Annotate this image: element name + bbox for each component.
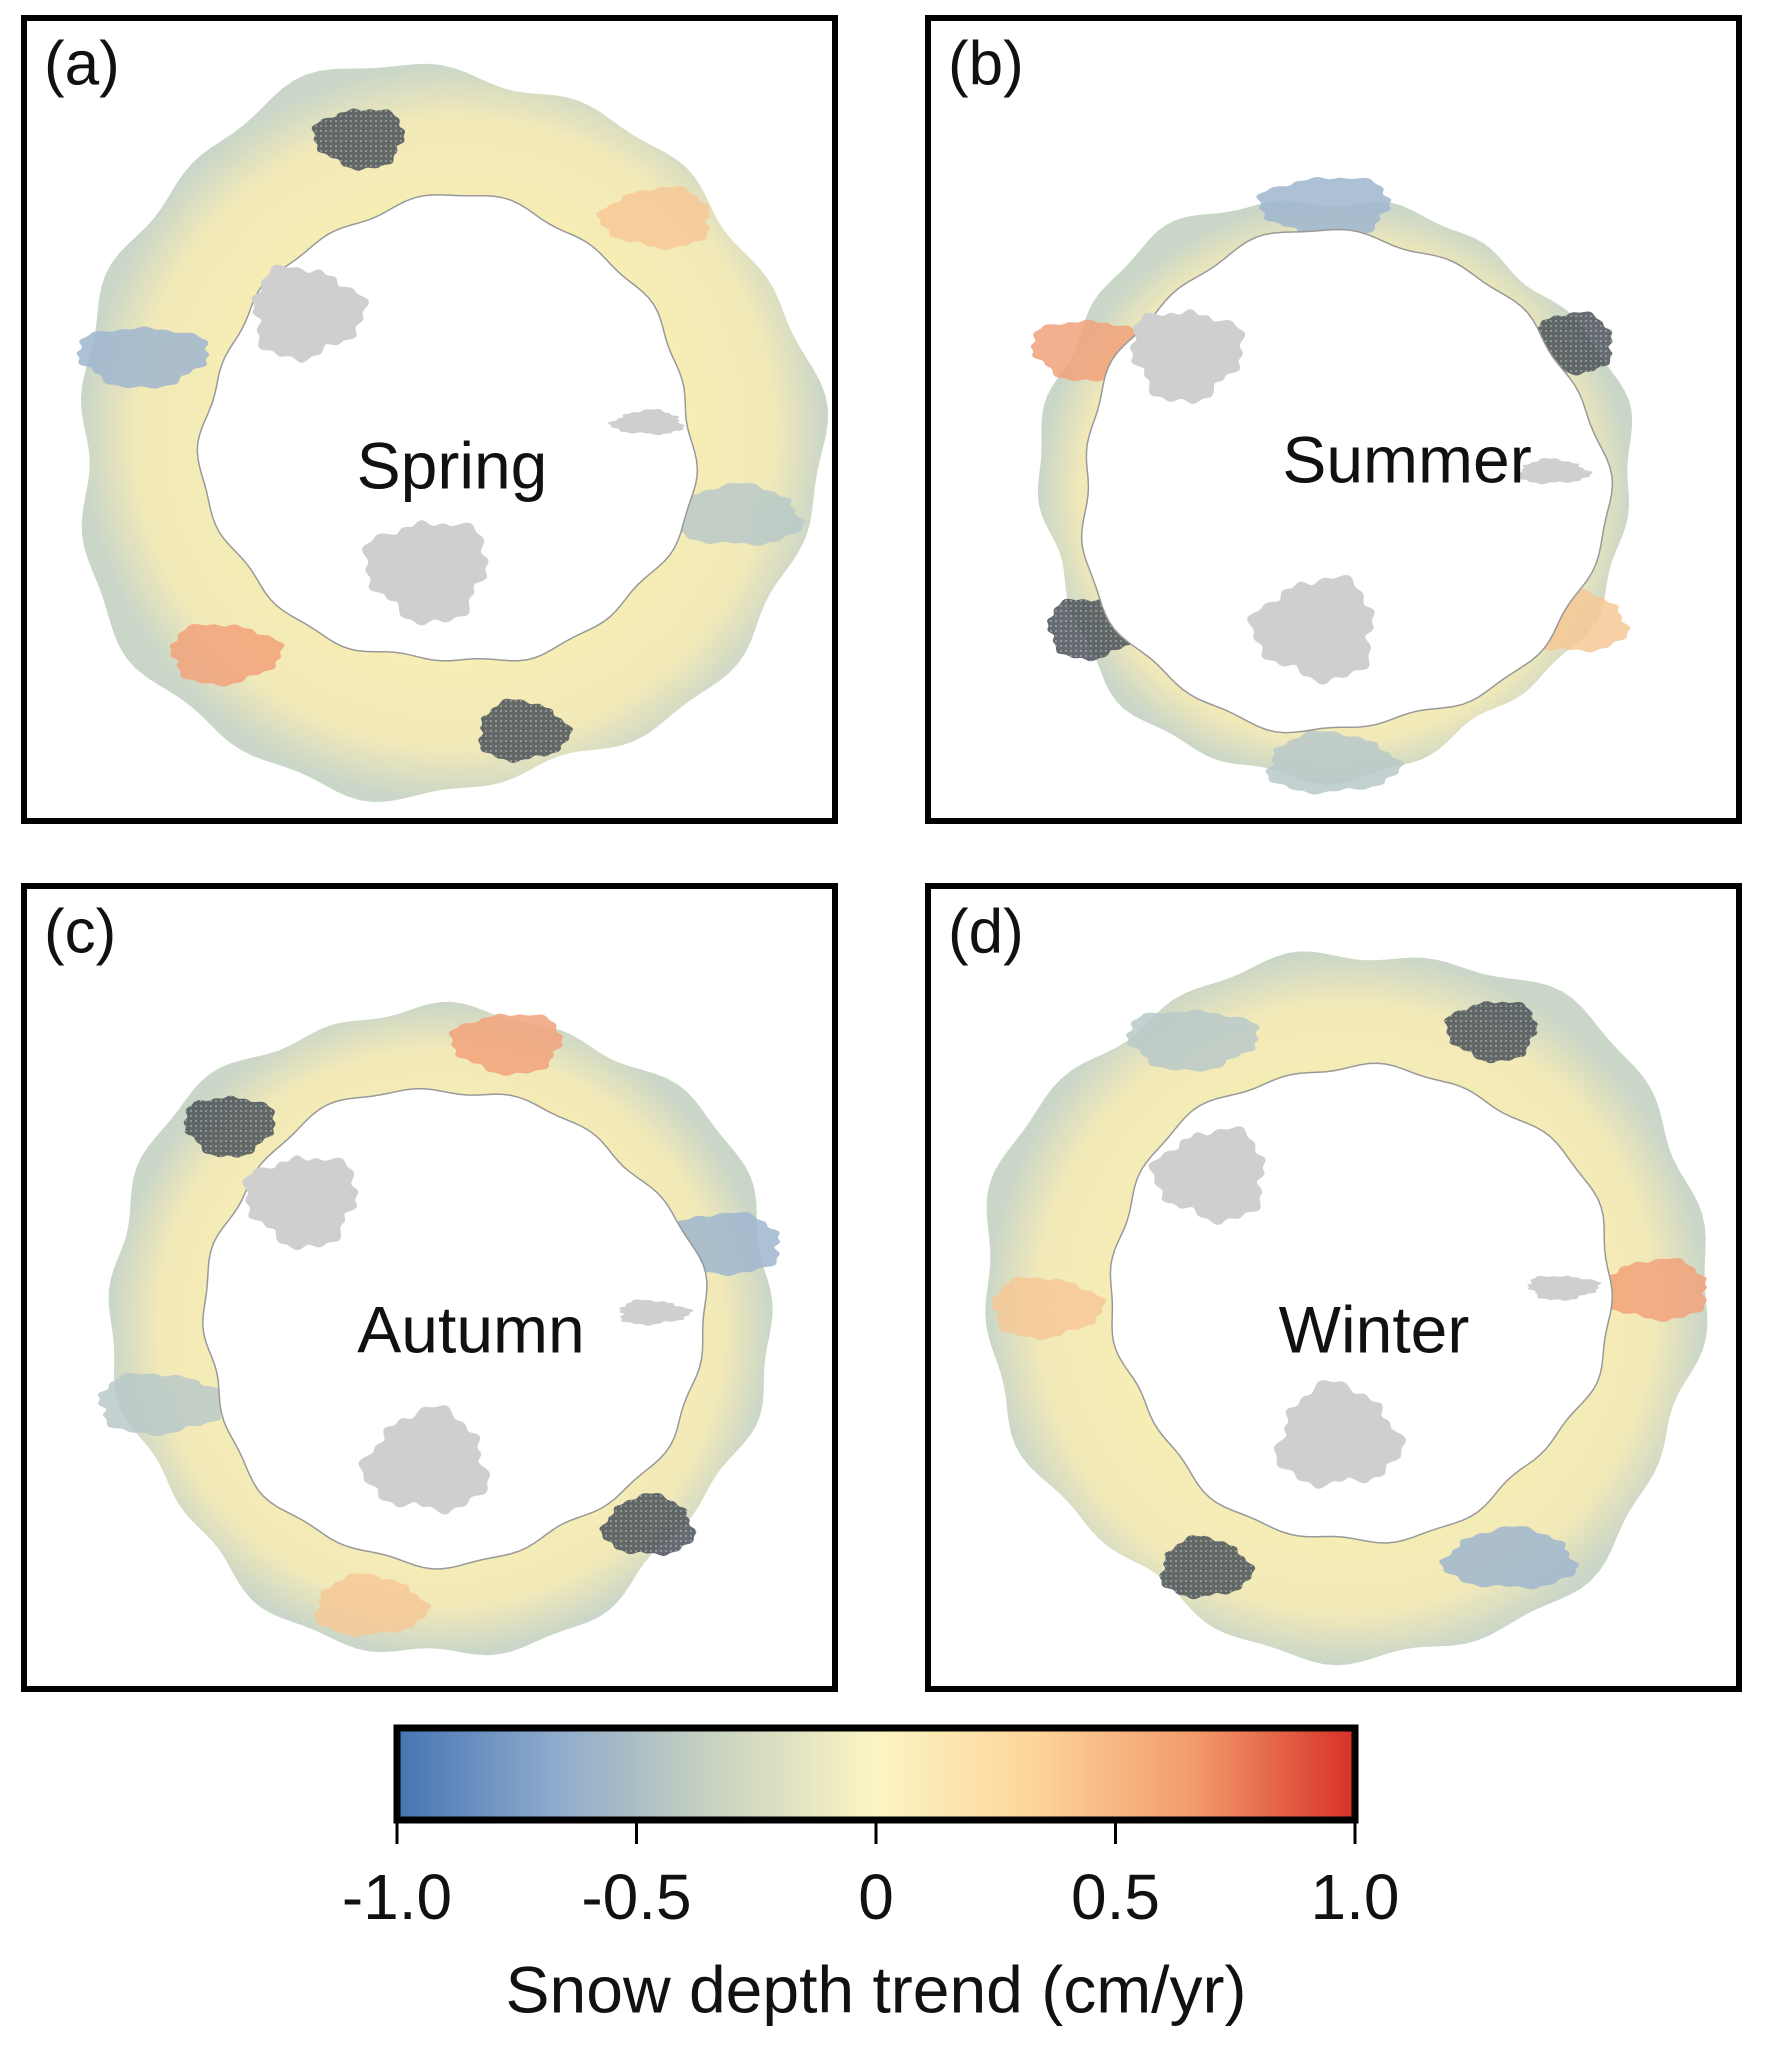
ice-shelf xyxy=(1273,1380,1406,1489)
ice-shelf xyxy=(1148,1126,1266,1225)
trend-patch xyxy=(1439,1526,1579,1590)
colorbar-title: Snow depth trend (cm/yr) xyxy=(506,1952,1247,2026)
trend-patch xyxy=(448,1013,564,1076)
trend-patch xyxy=(1592,1258,1707,1322)
panels: (a) Spring (b) Summer (c) Autumn (d) Winter xyxy=(21,15,1742,1692)
ice-shelf xyxy=(1527,1275,1602,1301)
ice-shelf xyxy=(358,1405,491,1515)
trend-patch xyxy=(596,186,710,251)
trend-patch xyxy=(311,108,406,171)
trend-patch xyxy=(76,326,210,389)
panel-label: (a) xyxy=(44,29,120,98)
colorbar-tick-label: 0.5 xyxy=(1071,1861,1160,1933)
ice-shelf xyxy=(251,264,369,363)
trend-patch xyxy=(1126,1009,1260,1072)
trend-patch xyxy=(991,1276,1107,1341)
map-panel: (d) Winter xyxy=(925,883,1742,1692)
panel-label: (d) xyxy=(948,897,1024,966)
map-panel: (b) Summer xyxy=(925,15,1742,824)
trend-patch xyxy=(599,1493,697,1557)
trend-patch xyxy=(313,1573,431,1638)
colorbar-tick-label: 0 xyxy=(858,1861,894,1933)
trend-patch xyxy=(665,482,806,546)
ice-shelf xyxy=(362,520,489,626)
panel-label: (b) xyxy=(948,29,1024,98)
map-panel: (c) Autumn xyxy=(21,883,838,1692)
colorbar-tick-label: -1.0 xyxy=(342,1861,452,1933)
colorbar-tick-label: 1.0 xyxy=(1311,1861,1400,1933)
colorbar-tick-label: -0.5 xyxy=(581,1861,691,1933)
ice-shelf xyxy=(1247,575,1375,685)
panel-label: (c) xyxy=(44,897,116,966)
season-label: Summer xyxy=(1282,422,1531,496)
trend-patch xyxy=(169,624,285,687)
season-label: Spring xyxy=(357,428,548,502)
ice-shelf xyxy=(1129,309,1246,404)
colorbar-fill xyxy=(393,1724,1359,1824)
trend-patch xyxy=(97,1373,234,1437)
colorbar: -1.0 -0.5 0 0.5 1.0 Snow depth trend (cm/yr) xyxy=(342,1724,1400,2026)
ice-shelf xyxy=(619,1299,694,1326)
ice-shelf xyxy=(1515,458,1593,485)
season-label: Autumn xyxy=(357,1292,584,1366)
trend-patch xyxy=(1256,177,1392,240)
season-label: Winter xyxy=(1279,1292,1470,1366)
trend-patch xyxy=(1159,1535,1256,1600)
trend-patch xyxy=(478,698,573,763)
trend-patch xyxy=(1444,1001,1538,1064)
ice-shelf xyxy=(608,409,685,436)
trend-patch xyxy=(183,1095,276,1158)
trend-patch xyxy=(1265,730,1404,795)
ice-shelf xyxy=(242,1155,359,1251)
map-panel: (a) Spring xyxy=(21,15,838,824)
